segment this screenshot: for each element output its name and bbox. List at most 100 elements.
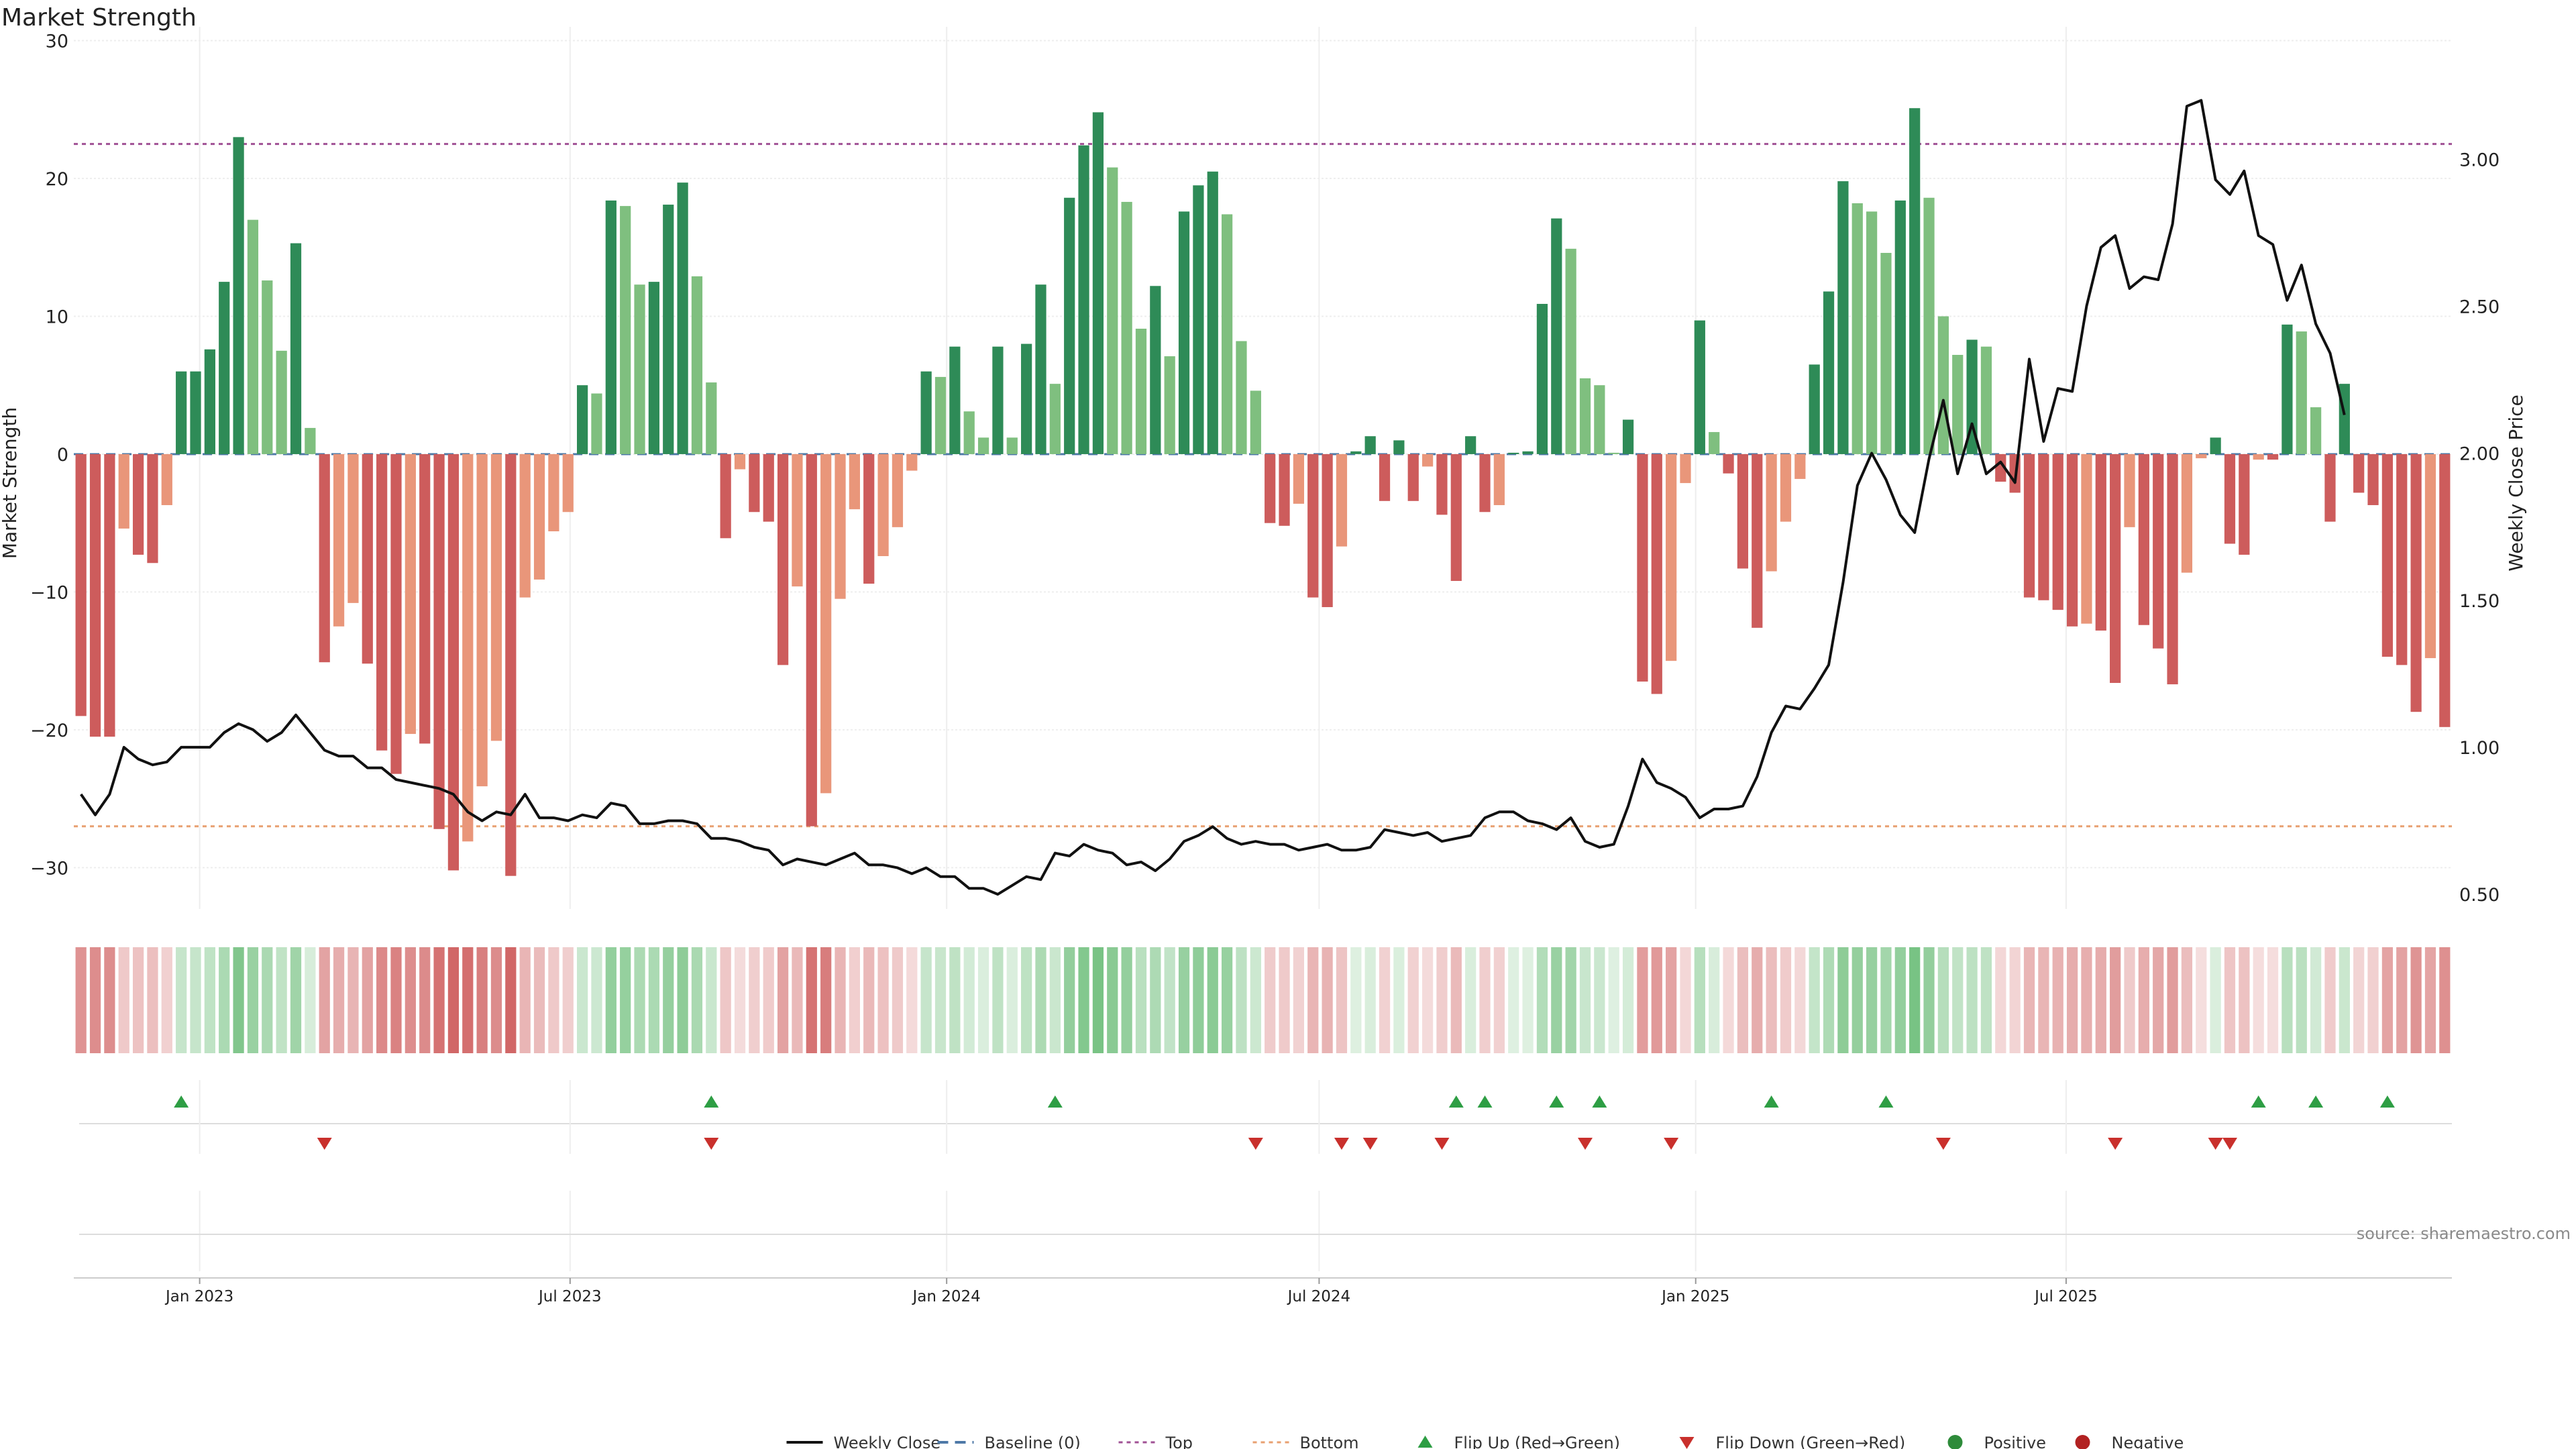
strength-bar [677,182,688,454]
strength-bar [1207,171,1218,454]
strength-bar [1766,453,1777,572]
heat-cell [1952,947,1964,1053]
heat-cell [1064,947,1075,1053]
strength-bar [1436,453,1448,515]
heat-cell [1651,947,1662,1053]
heat-cell [1379,947,1391,1053]
flip-down-marker [1362,1138,1378,1150]
strength-bar [319,453,330,663]
heat-cell [1250,947,1261,1053]
heat-cell [1421,947,1434,1053]
heat-cell [1393,947,1405,1053]
strength-bar [1622,419,1634,454]
strength-bar [533,453,545,580]
heat-cell [1121,947,1132,1053]
legend-item: Flip Up (Red→Green) [1417,1434,1620,1449]
strength-bar [2210,437,2221,454]
strength-bar [405,453,416,735]
strength-bar [89,453,101,737]
strength-bar [1651,453,1662,694]
legend-swatch [1679,1437,1695,1449]
flip-down-marker [1577,1138,1593,1150]
heat-cell [591,947,602,1053]
heat-cell [1164,947,1175,1053]
heat-cell [2424,947,2436,1053]
strength-bar [1336,453,1348,547]
y2-tick-label: 1.00 [2459,738,2500,759]
heat-cell [906,947,918,1053]
strength-bar [2439,453,2451,727]
heat-cell [1680,947,1691,1053]
heat-cell [934,947,947,1053]
strength-bar [305,427,316,454]
flip-down-marker [1248,1138,1263,1150]
heat-cell [2181,947,2193,1053]
heat-cell [433,947,445,1053]
heat-cell [319,947,330,1053]
heat-cell [1923,947,1935,1053]
strength-bar [2396,453,2408,665]
heat-cell [290,947,302,1053]
strength-bar [749,453,760,513]
heat-cell [1364,947,1376,1053]
x-tick-label: Jul 2025 [2033,1288,2098,1305]
heat-cell [1078,947,1089,1053]
heat-cell [405,947,416,1053]
flip-down-marker [1434,1138,1450,1150]
strength-bar [806,453,817,826]
heat-cell [734,947,746,1053]
strength-bar [1279,453,1290,526]
strength-bar [1966,339,1978,454]
legend-swatch [1417,1436,1433,1448]
heat-cell [476,947,488,1053]
strength-bar [2282,324,2293,454]
x-axis: Jan 2023 Jul 2023 Jan 2024 Jul 2024 Jan 2025… [74,1277,2452,1305]
heat-cell [1350,947,1362,1053]
strength-bar [2267,453,2279,460]
heat-cell [1666,947,1677,1053]
heat-cell [1322,947,1333,1053]
strength-bar [462,453,474,842]
heat-cell [2367,947,2379,1053]
heat-cell [1450,947,1462,1053]
strength-bar [1150,286,1161,454]
heat-cell [1092,947,1104,1053]
heat-cell [1465,947,1477,1053]
heat-cell [835,947,846,1053]
strength-bar [1193,185,1204,454]
strength-bar [934,376,947,454]
strength-bar [2124,453,2135,527]
heat-cell [2095,947,2106,1053]
strength-bar [1851,203,1863,454]
strength-bar [1694,320,1705,454]
heat-cell [2439,947,2451,1053]
heat-cell [1107,947,1118,1053]
strength-bar [1407,453,1419,501]
strength-bar [1265,453,1276,523]
heat-cell [1723,947,1734,1053]
strength-bar [734,453,746,470]
strength-bar [877,453,889,556]
strength-bar [2224,453,2236,544]
strength-bar [1135,328,1147,454]
strength-bar [1322,453,1333,608]
strength-bar [720,453,731,539]
strength-bar [2239,453,2250,555]
empty-panel [79,1191,2452,1271]
y2-tick-label: 2.00 [2459,444,2500,465]
heat-cell [1709,947,1720,1053]
strength-bar [1536,303,1548,454]
heat-cell [447,947,460,1053]
strength-bar [362,453,373,664]
heat-cell [963,947,975,1053]
strength-bar [763,453,774,522]
strength-bar [1794,453,1806,479]
legend-label: Negative [2112,1434,2184,1449]
y2-tick-label: 1.50 [2459,591,2500,612]
strength-bar [376,453,388,751]
heat-cell [777,947,789,1053]
strength-bar [863,453,875,584]
heat-cell [1135,947,1147,1053]
heat-cell [763,947,774,1053]
